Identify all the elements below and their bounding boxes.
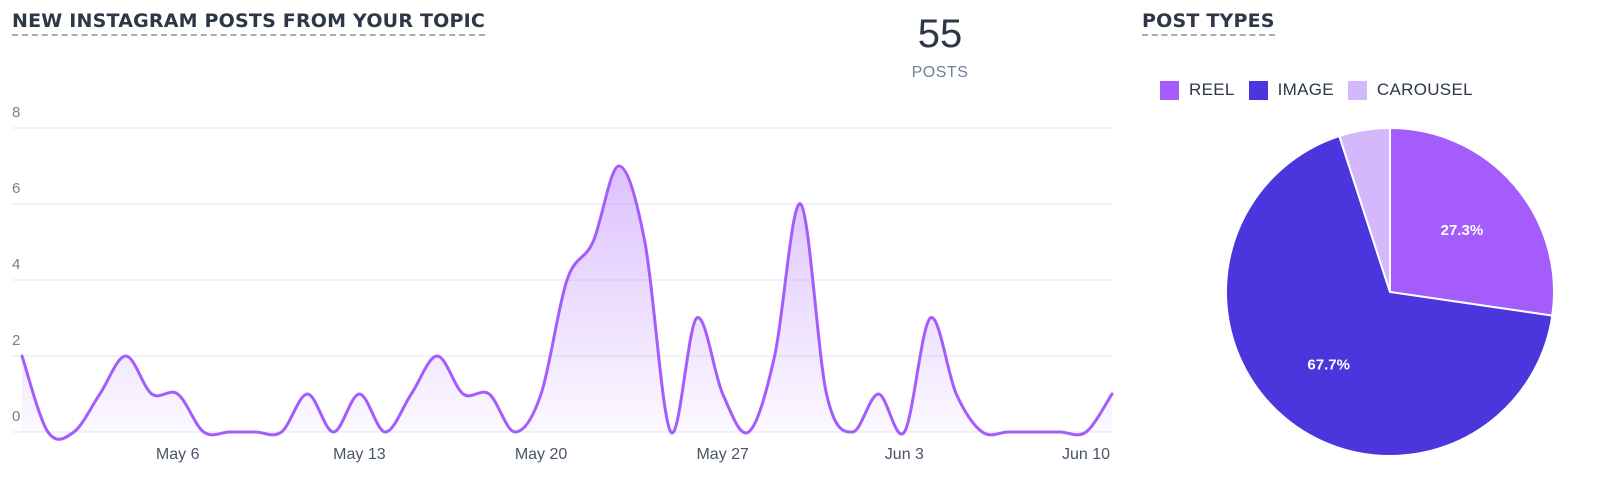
data-point[interactable]: [665, 426, 677, 438]
data-point[interactable]: [587, 236, 599, 248]
x-tick-label: May 13: [333, 446, 386, 463]
posts-line-chart[interactable]: 0 2 4 6 8 May 6 May 13 May 20 May 27 Jun 3 Jun 10: [0, 90, 1120, 480]
x-tick-label: May 27: [696, 446, 749, 463]
data-point[interactable]: [198, 426, 210, 438]
y-tick-label: 2: [12, 332, 20, 349]
pie-slice-reel[interactable]: [1389, 126, 1555, 317]
legend-label-image: IMAGE: [1277, 80, 1334, 99]
data-point[interactable]: [1028, 426, 1040, 438]
y-tick-label: 4: [12, 256, 20, 273]
data-point[interactable]: [379, 426, 391, 438]
data-point[interactable]: [483, 388, 495, 400]
series-area: [22, 166, 1112, 440]
y-tick-label: 6: [12, 180, 20, 197]
data-point[interactable]: [457, 388, 469, 400]
data-point[interactable]: [795, 198, 807, 210]
data-point[interactable]: [172, 388, 184, 400]
data-point[interactable]: [950, 388, 962, 400]
data-point[interactable]: [146, 388, 158, 400]
data-point[interactable]: [535, 388, 547, 400]
legend-label-carousel: CAROUSEL: [1376, 80, 1473, 99]
total-posts-value: 55: [917, 12, 963, 56]
data-point[interactable]: [431, 350, 443, 362]
data-point[interactable]: [42, 426, 54, 438]
data-point[interactable]: [898, 426, 910, 438]
legend-item-carousel[interactable]: CAROUSEL: [1347, 80, 1473, 100]
data-point[interactable]: [1080, 426, 1092, 438]
data-point[interactable]: [691, 312, 703, 324]
legend-swatch-image: [1248, 80, 1268, 100]
data-point[interactable]: [613, 160, 625, 172]
data-point[interactable]: [509, 426, 521, 438]
data-point[interactable]: [68, 426, 80, 438]
series-line[interactable]: [20, 164, 1114, 441]
data-point[interactable]: [1002, 426, 1014, 438]
data-point[interactable]: [276, 426, 288, 438]
data-point[interactable]: [94, 388, 106, 400]
pie-slice-carousel[interactable]: [1338, 126, 1391, 293]
data-point[interactable]: [846, 426, 858, 438]
data-point[interactable]: [769, 350, 781, 362]
pie-chart-title: POST TYPES: [1142, 10, 1275, 36]
y-tick-label: 0: [12, 408, 20, 425]
data-point[interactable]: [639, 236, 651, 248]
pie-legend: REEL IMAGE CAROUSEL: [1160, 80, 1487, 100]
legend-swatch-reel: [1160, 80, 1179, 100]
x-tick-label: Jun 10: [1062, 446, 1110, 463]
post-types-pie-chart[interactable]: 27.3% 67.7%: [1220, 122, 1560, 462]
data-point[interactable]: [224, 426, 236, 438]
total-posts-kpi: 55 POSTS: [880, 10, 1000, 82]
y-tick-label: 8: [12, 104, 20, 121]
data-point[interactable]: [1054, 426, 1066, 438]
data-point[interactable]: [405, 388, 417, 400]
data-point[interactable]: [16, 350, 28, 362]
pie-data-label: 27.3%: [1441, 222, 1484, 239]
pie-slice-image[interactable]: [1225, 134, 1554, 457]
legend-label-reel: REEL: [1189, 80, 1235, 99]
legend-item-reel[interactable]: REEL: [1160, 80, 1235, 100]
data-point[interactable]: [120, 350, 132, 362]
legend-item-image[interactable]: IMAGE: [1248, 80, 1334, 100]
data-point[interactable]: [250, 426, 262, 438]
x-tick-label: May 6: [156, 446, 200, 463]
total-posts-label: POSTS: [911, 64, 969, 81]
data-point[interactable]: [924, 312, 936, 324]
data-point[interactable]: [327, 426, 339, 438]
pie-data-label: 67.7%: [1307, 357, 1350, 374]
data-point[interactable]: [353, 388, 365, 400]
x-tick-label: May 20: [515, 446, 568, 463]
data-point[interactable]: [976, 426, 988, 438]
data-point[interactable]: [301, 388, 313, 400]
data-point[interactable]: [821, 388, 833, 400]
data-point[interactable]: [717, 388, 729, 400]
data-point[interactable]: [872, 388, 884, 400]
line-chart-title: NEW INSTAGRAM POSTS FROM YOUR TOPIC: [12, 10, 486, 36]
x-tick-label: Jun 3: [885, 446, 924, 463]
data-point[interactable]: [561, 274, 573, 286]
legend-swatch-carousel: [1347, 80, 1367, 100]
data-point[interactable]: [1106, 388, 1118, 400]
data-point[interactable]: [743, 426, 755, 438]
